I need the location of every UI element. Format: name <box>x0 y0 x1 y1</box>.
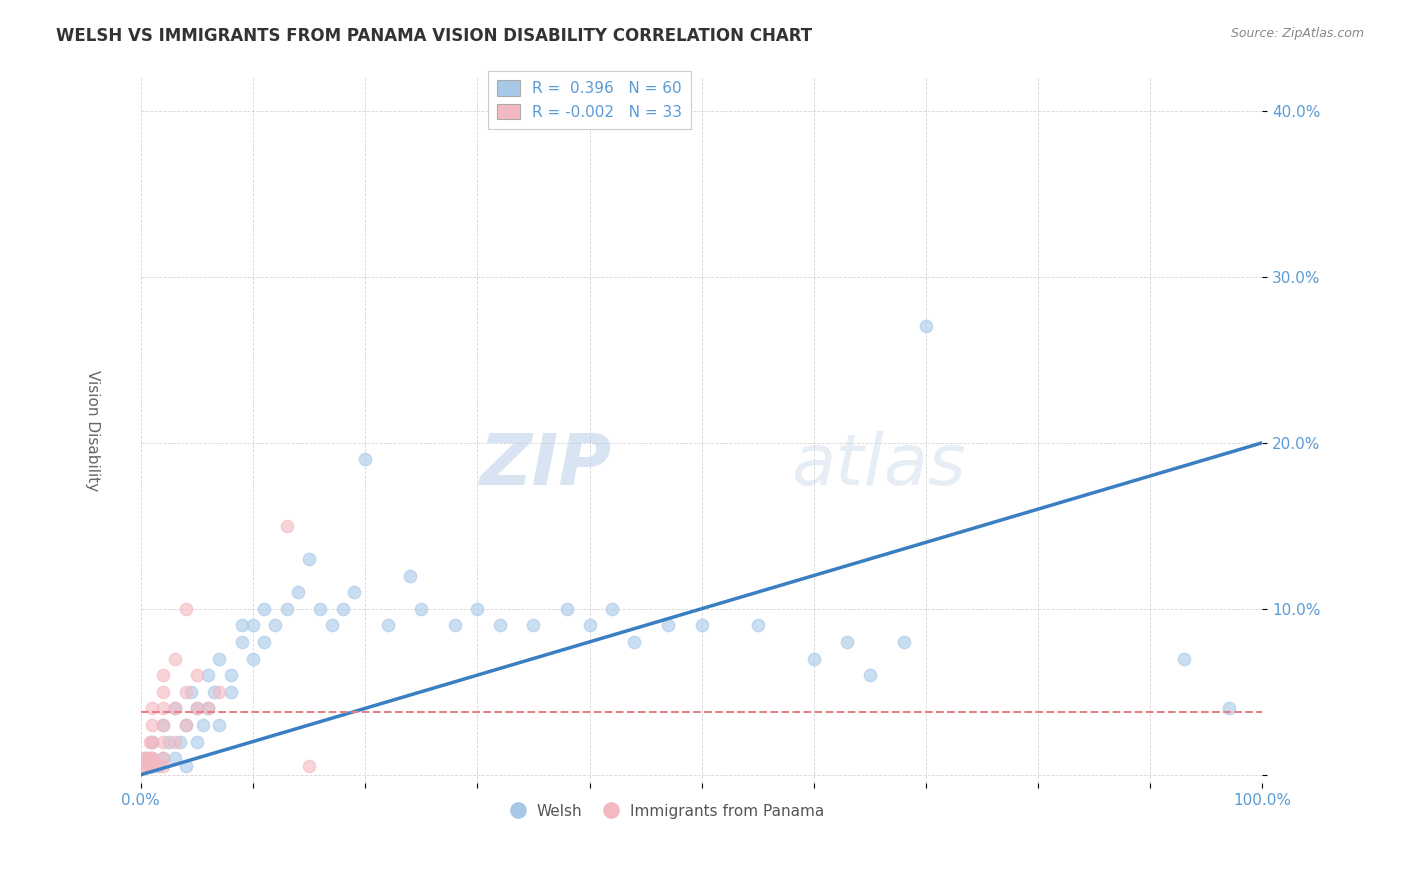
Point <box>488 618 510 632</box>
Point <box>231 618 253 632</box>
Point <box>343 585 366 599</box>
Point <box>186 701 208 715</box>
Point <box>141 734 163 748</box>
Point <box>139 751 162 765</box>
Point <box>191 718 214 732</box>
Point <box>219 668 242 682</box>
Point <box>152 751 174 765</box>
Point <box>141 759 163 773</box>
Point <box>163 651 186 665</box>
Point <box>141 718 163 732</box>
Point <box>803 651 825 665</box>
Point <box>623 635 645 649</box>
Point <box>287 585 309 599</box>
Point <box>197 668 219 682</box>
Point <box>657 618 679 632</box>
Point <box>141 734 163 748</box>
Point <box>186 668 208 682</box>
Text: WELSH VS IMMIGRANTS FROM PANAMA VISION DISABILITY CORRELATION CHART: WELSH VS IMMIGRANTS FROM PANAMA VISION D… <box>56 27 813 45</box>
Point <box>163 701 186 715</box>
Point <box>298 759 321 773</box>
Point <box>276 601 298 615</box>
Legend: Welsh, Immigrants from Panama: Welsh, Immigrants from Panama <box>506 797 830 825</box>
Point <box>298 552 321 566</box>
Point <box>135 751 157 765</box>
Point <box>915 319 938 334</box>
Point <box>354 452 377 467</box>
Point <box>135 759 157 773</box>
Point <box>600 601 623 615</box>
Point <box>180 684 202 698</box>
Point <box>163 751 186 765</box>
Point <box>146 759 169 773</box>
Point <box>690 618 713 632</box>
Point <box>231 635 253 649</box>
Point <box>578 618 600 632</box>
Point <box>141 751 163 765</box>
Point <box>253 601 276 615</box>
Point <box>399 568 422 582</box>
Point <box>893 635 915 649</box>
Point <box>174 601 197 615</box>
Point <box>152 759 174 773</box>
Point <box>444 618 467 632</box>
Text: Source: ZipAtlas.com: Source: ZipAtlas.com <box>1230 27 1364 40</box>
Point <box>242 651 264 665</box>
Point <box>157 734 180 748</box>
Point <box>163 734 186 748</box>
Point <box>141 751 163 765</box>
Point <box>138 759 160 773</box>
Point <box>141 701 163 715</box>
Point <box>197 701 219 715</box>
Point <box>152 684 174 698</box>
Point <box>152 734 174 748</box>
Point <box>522 618 544 632</box>
Point <box>411 601 433 615</box>
Point <box>139 734 162 748</box>
Point <box>264 618 287 632</box>
Point <box>1173 651 1195 665</box>
Point <box>747 618 769 632</box>
Point <box>141 759 163 773</box>
Point <box>152 701 174 715</box>
Point <box>859 668 882 682</box>
Point <box>174 759 197 773</box>
Text: ZIP: ZIP <box>479 431 612 500</box>
Point <box>276 518 298 533</box>
Point <box>332 601 354 615</box>
Point <box>163 701 186 715</box>
Point <box>135 751 157 765</box>
Y-axis label: Vision Disability: Vision Disability <box>86 369 100 491</box>
Point <box>174 718 197 732</box>
Point <box>134 751 156 765</box>
Point <box>169 734 191 748</box>
Point <box>152 718 174 732</box>
Point <box>467 601 489 615</box>
Point <box>174 718 197 732</box>
Point <box>152 668 174 682</box>
Point <box>253 635 276 649</box>
Point <box>1218 701 1240 715</box>
Point <box>321 618 343 632</box>
Text: atlas: atlas <box>792 431 966 500</box>
Point <box>132 759 155 773</box>
Point <box>174 684 197 698</box>
Point <box>197 701 219 715</box>
Point <box>208 718 231 732</box>
Point <box>139 759 162 773</box>
Point <box>309 601 332 615</box>
Point <box>141 759 163 773</box>
Point <box>152 718 174 732</box>
Point <box>208 684 231 698</box>
Point <box>186 734 208 748</box>
Point <box>377 618 399 632</box>
Point <box>202 684 225 698</box>
Point <box>837 635 859 649</box>
Point <box>208 651 231 665</box>
Point <box>242 618 264 632</box>
Point <box>219 684 242 698</box>
Point <box>186 701 208 715</box>
Point <box>555 601 578 615</box>
Point <box>152 751 174 765</box>
